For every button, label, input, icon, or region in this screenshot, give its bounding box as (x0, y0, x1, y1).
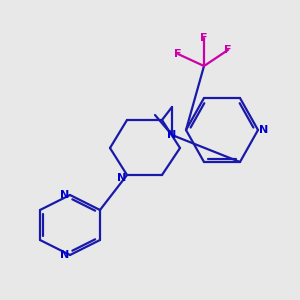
Text: F: F (224, 45, 232, 55)
Text: F: F (174, 49, 182, 59)
Text: N: N (117, 173, 127, 183)
Text: F: F (200, 33, 208, 43)
Text: N: N (167, 130, 177, 140)
Text: N: N (260, 125, 268, 135)
Text: N: N (60, 190, 70, 200)
Text: N: N (60, 250, 70, 260)
